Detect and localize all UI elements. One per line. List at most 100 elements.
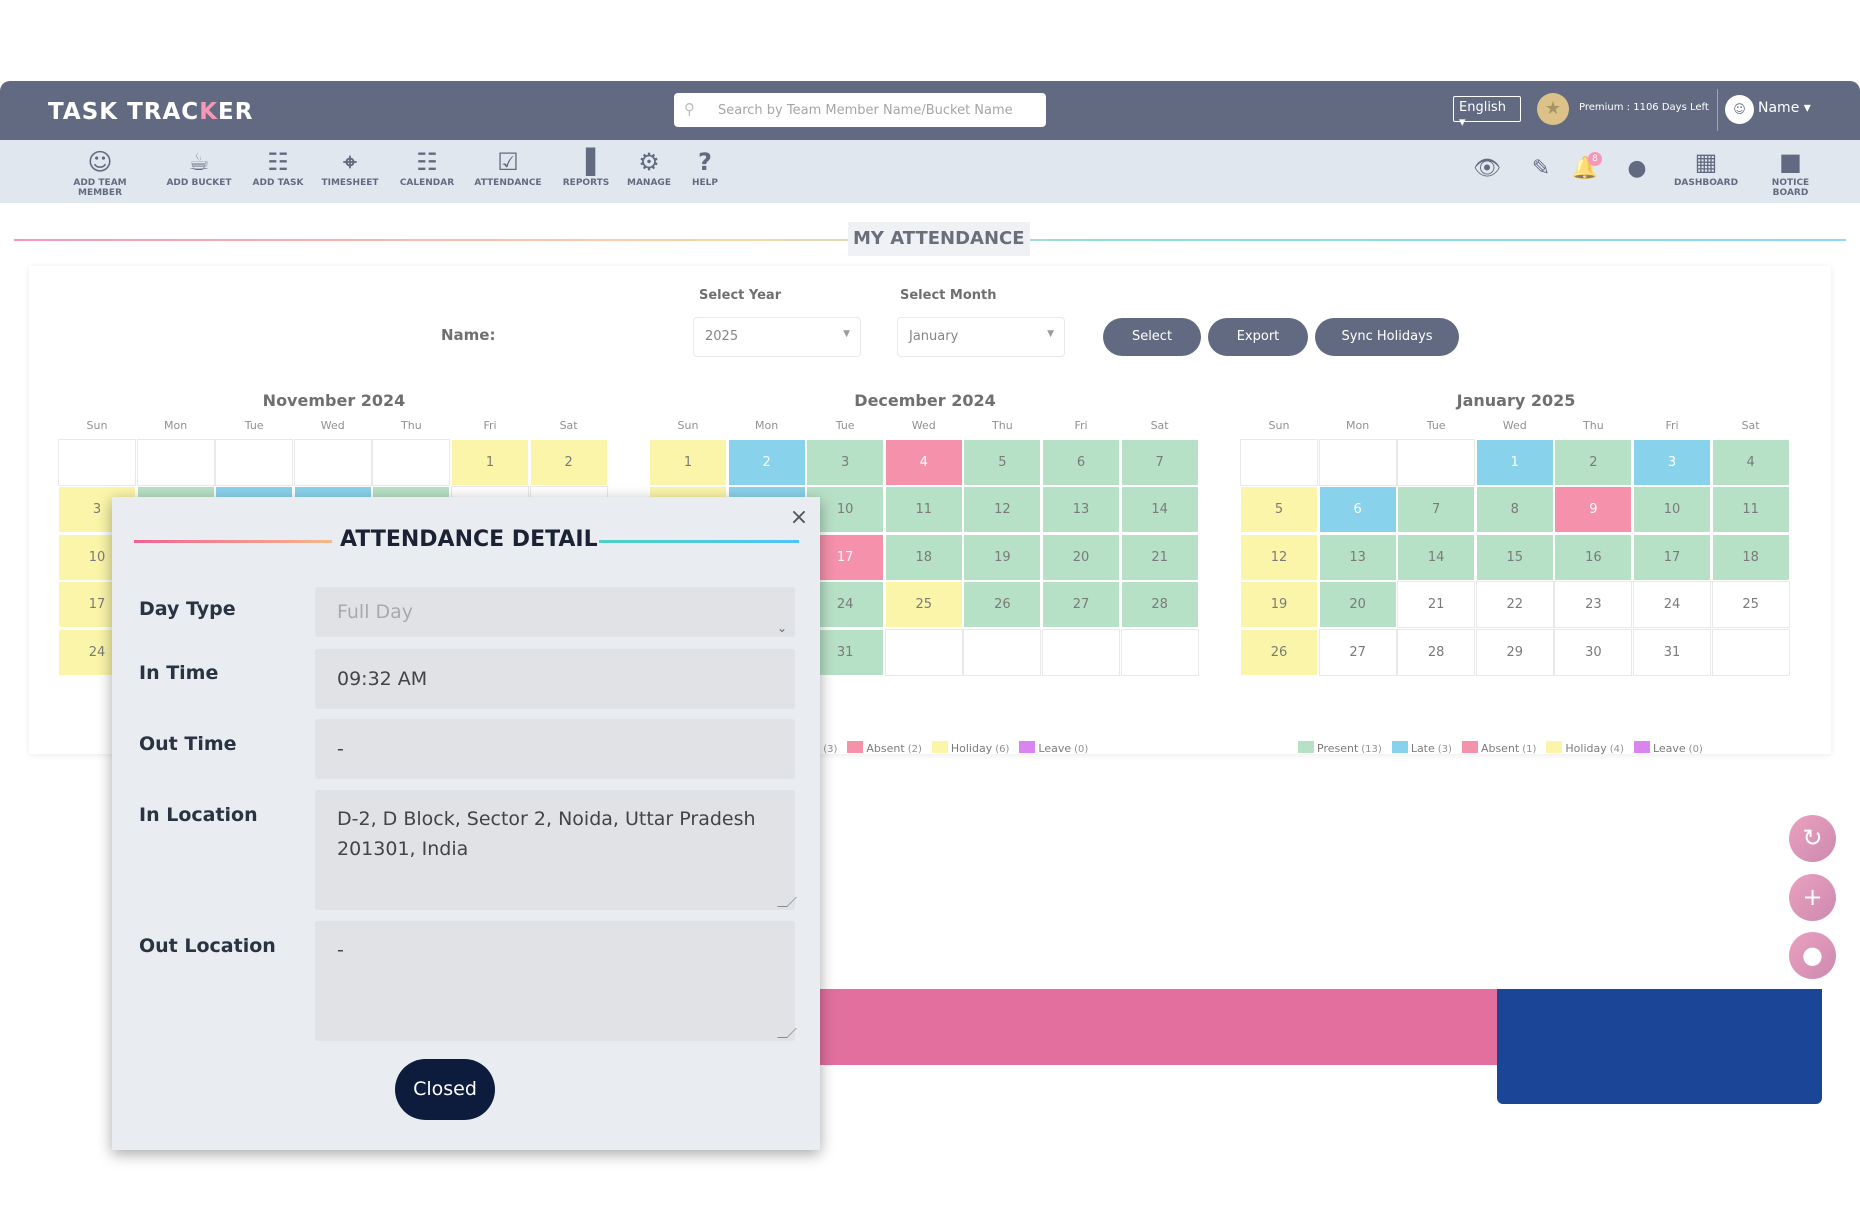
out-location-textarea[interactable]: - <box>315 921 797 1041</box>
calendar-day[interactable]: 13 <box>1318 533 1397 581</box>
toolbar-help-button[interactable]: ? HELP <box>690 148 720 188</box>
calendar-day[interactable]: 18 <box>1711 533 1790 581</box>
calendar-day[interactable]: 7 <box>1397 486 1476 534</box>
calendar-day[interactable]: 17 <box>1633 533 1711 581</box>
add-icon[interactable]: + <box>1789 874 1836 921</box>
calendar-day[interactable]: 31 <box>1633 628 1711 676</box>
toolbar-bucket-button[interactable]: ☕ ADD BUCKET <box>165 148 233 188</box>
avatar[interactable]: ☺ <box>1725 95 1754 124</box>
calendar-day[interactable]: 27 <box>1042 581 1120 629</box>
calendar-empty-cell <box>884 628 963 676</box>
closed-button[interactable]: Closed <box>395 1059 495 1120</box>
calendar-day[interactable]: 21 <box>1397 581 1476 629</box>
caret-down-icon: ▼ <box>843 329 850 339</box>
weekday-header: Tue <box>1426 419 1446 432</box>
edit-icon[interactable]: ✎ <box>1531 156 1551 181</box>
calendar-day[interactable]: 4 <box>884 439 963 486</box>
bell-icon[interactable]: 🔔 8 <box>1570 152 1602 184</box>
toolbar-calendar-button[interactable]: ☷ CALENDAR <box>397 148 457 188</box>
calendar-day[interactable]: 19 <box>963 533 1042 581</box>
user-menu[interactable]: Name ▾ <box>1758 100 1811 116</box>
export-button[interactable]: Export <box>1208 318 1308 356</box>
toolbar-reports-button[interactable]: ▐ REPORTS <box>560 148 612 188</box>
calendar-day[interactable]: 20 <box>1042 533 1120 581</box>
calendar-day[interactable]: 22 <box>1475 581 1554 629</box>
in-time-field[interactable]: 09:32 AM <box>315 649 795 709</box>
resize-handle[interactable] <box>777 1028 797 1038</box>
calendar-day[interactable]: 7 <box>1120 439 1199 486</box>
chat-icon[interactable]: ● <box>1789 932 1836 979</box>
calendar-day[interactable]: 13 <box>1042 486 1120 534</box>
out-time-field[interactable]: - <box>315 719 795 779</box>
calendar-day[interactable]: 2 <box>529 439 608 486</box>
calendar-day[interactable]: 3 <box>806 439 885 486</box>
language-select[interactable]: English ▾ <box>1453 96 1521 130</box>
legend-count: (4) <box>1609 744 1624 755</box>
calendar-day[interactable]: 29 <box>1475 628 1554 676</box>
calendar-day[interactable]: 8 <box>1475 486 1554 534</box>
calendar-day[interactable]: 18 <box>884 533 963 581</box>
app-logo[interactable]: TASK TRACKER <box>48 99 254 125</box>
year-select[interactable]: 2025 ▼ <box>693 317 861 357</box>
calendar-day[interactable]: 26 <box>963 581 1042 629</box>
search-box[interactable]: ⚲ <box>674 93 1046 127</box>
calendar-legend: Present (13) Late (3) Absent (1) Holiday (4) Lea… <box>1298 741 1713 755</box>
calendar-day[interactable]: 24 <box>1633 581 1711 629</box>
punch-out-icon[interactable]: ↻ <box>1789 815 1836 862</box>
calendar-day[interactable]: 14 <box>1120 486 1199 534</box>
toolbar-add-user-button[interactable]: ☺ ADD TEAM MEMBER <box>52 148 148 198</box>
calendar-day[interactable]: 20 <box>1318 581 1397 629</box>
calendar-day[interactable]: 25 <box>884 581 963 629</box>
calendar-day[interactable]: 6 <box>1042 439 1120 486</box>
help-icon: ? <box>698 148 712 176</box>
month-select[interactable]: January ▼ <box>897 317 1065 357</box>
calendar-day[interactable]: 27 <box>1318 628 1397 676</box>
calendar-day[interactable]: 2 <box>1554 439 1633 486</box>
calendar-day[interactable]: 12 <box>963 486 1042 534</box>
calendar-day[interactable]: 15 <box>1475 533 1554 581</box>
toolbar-notice-board-button[interactable]: ■ NOTICE BOARD <box>1753 148 1828 198</box>
calendar-day[interactable]: 4 <box>1711 439 1790 486</box>
calendar-day[interactable]: 2 <box>727 439 806 486</box>
search-input[interactable] <box>718 93 1038 127</box>
calendar-day[interactable]: 11 <box>884 486 963 534</box>
resize-handle[interactable] <box>777 897 797 907</box>
toolbar-manage-button[interactable]: ⚙ MANAGE <box>625 148 673 188</box>
calendar-day[interactable]: 1 <box>1475 439 1554 486</box>
calendar-day[interactable]: 26 <box>1240 628 1318 676</box>
close-icon[interactable]: × <box>789 505 809 530</box>
video-icon[interactable]: ● <box>1627 156 1647 181</box>
toolbar-label: ADD BUCKET <box>166 178 232 188</box>
calendar-day[interactable]: 30 <box>1554 628 1633 676</box>
calendar-day[interactable]: 28 <box>1120 581 1199 629</box>
calendar-day[interactable]: 12 <box>1240 533 1318 581</box>
calendar-day[interactable]: 11 <box>1711 486 1790 534</box>
select-button[interactable]: Select <box>1103 318 1201 356</box>
calendar-day[interactable]: 21 <box>1120 533 1199 581</box>
toolbar-attendance-button[interactable]: ☑ ATTENDANCE <box>472 148 544 188</box>
calendar-day[interactable]: 14 <box>1397 533 1476 581</box>
toolbar-add-task-button[interactable]: ☷ ADD TASK <box>248 148 308 188</box>
calendar-day[interactable]: 25 <box>1711 581 1790 629</box>
calendar-empty-cell <box>372 439 451 486</box>
sync-holidays-button[interactable]: Sync Holidays <box>1315 318 1459 356</box>
in-location-textarea[interactable]: D-2, D Block, Sector 2, Noida, Uttar Pra… <box>315 790 797 910</box>
calendar-day[interactable]: 16 <box>1554 533 1633 581</box>
calendar-day[interactable]: 23 <box>1554 581 1633 629</box>
calendar-day[interactable]: 5 <box>1240 486 1318 534</box>
calendar-day[interactable]: 10 <box>1633 486 1711 534</box>
calendar-day[interactable]: 3 <box>1633 439 1711 486</box>
calendar-day[interactable]: 19 <box>1240 581 1318 629</box>
calendar-day[interactable]: 5 <box>963 439 1042 486</box>
calendar-day[interactable]: 9 <box>1554 486 1633 534</box>
toolbar-label: MANAGE <box>627 178 671 188</box>
day-type-select[interactable]: Full Day ⌄ <box>315 587 795 637</box>
toolbar-dashboard-button[interactable]: ▦ DASHBOARD <box>1672 148 1740 188</box>
calendar-day[interactable]: 6 <box>1318 486 1397 534</box>
eye-icon[interactable]: 👁 <box>1473 156 1501 181</box>
calendar-day[interactable]: 1 <box>451 439 529 486</box>
toolbar-timesheet-button[interactable]: ⌖ TIMESHEET <box>320 148 380 188</box>
calendar-empty-cell <box>1711 628 1790 676</box>
calendar-day[interactable]: 1 <box>649 439 727 486</box>
calendar-day[interactable]: 28 <box>1397 628 1476 676</box>
